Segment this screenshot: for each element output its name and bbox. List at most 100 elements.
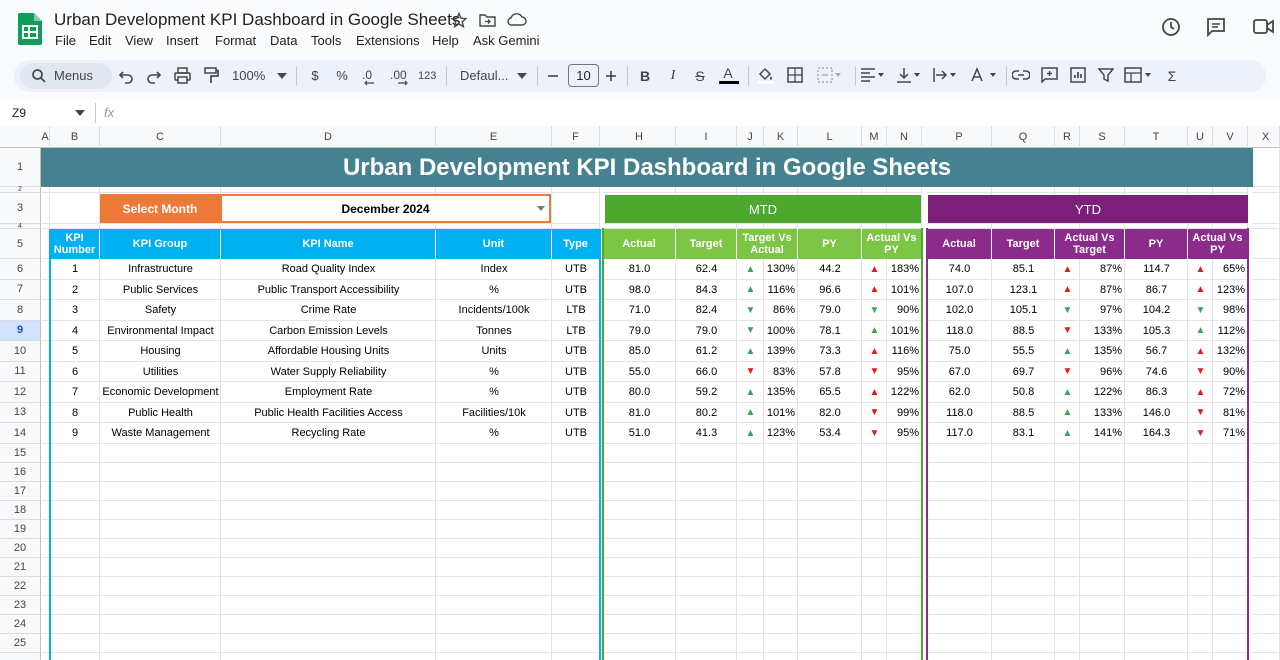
column-header[interactable]: R	[1055, 126, 1080, 148]
bold-button[interactable]: B	[639, 68, 651, 84]
row-header[interactable]: 16	[0, 462, 41, 482]
row-header[interactable]: 18	[0, 500, 41, 520]
filter-button[interactable]	[1098, 67, 1114, 83]
column-header[interactable]: X	[1252, 126, 1280, 148]
row-header[interactable]: 14	[0, 423, 41, 444]
row-header[interactable]: 4	[0, 223, 41, 230]
row-header[interactable]: 3	[0, 193, 41, 224]
text-color-button[interactable]: A	[723, 65, 733, 81]
column-header[interactable]: D	[221, 126, 436, 148]
column-header[interactable]: V	[1213, 126, 1248, 148]
menu-item[interactable]: Insert	[166, 33, 199, 48]
row-header[interactable]: 24	[0, 614, 41, 634]
column-header[interactable]: Q	[992, 126, 1055, 148]
italic-button[interactable]: I	[670, 68, 676, 83]
font-size-decrease[interactable]	[547, 70, 559, 82]
column-header[interactable]: K	[764, 126, 798, 148]
strikethrough-button[interactable]: S	[695, 68, 705, 84]
font-select[interactable]: Defaul...	[460, 68, 509, 83]
currency-button[interactable]: $	[311, 68, 319, 83]
row-header[interactable]: 8	[0, 300, 41, 321]
star-button[interactable]	[451, 12, 467, 28]
menu-item[interactable]: Tools	[311, 33, 342, 48]
column-header[interactable]: E	[436, 126, 552, 148]
undo-button[interactable]	[118, 68, 134, 84]
row-header[interactable]: 12	[0, 382, 41, 403]
align-button[interactable]	[860, 67, 886, 83]
menu-item[interactable]: File	[55, 33, 76, 48]
functions-button[interactable]: Σ	[1167, 68, 1177, 84]
menu-item[interactable]: Ask Gemini	[473, 33, 540, 48]
zoom-select[interactable]: 100%	[232, 68, 266, 83]
wrap-button[interactable]	[932, 67, 958, 83]
month-select[interactable]: December 2024	[220, 194, 551, 223]
doc-title[interactable]: Urban Development KPI Dashboard in Googl…	[54, 10, 461, 29]
mtd-py: 57.8	[819, 365, 841, 378]
font-size-increase[interactable]	[605, 70, 617, 82]
row-header[interactable]: 21	[0, 557, 41, 577]
search-text[interactable]: Menus	[54, 68, 94, 83]
column-header[interactable]: N	[887, 126, 922, 148]
name-box[interactable]: Z9	[12, 106, 27, 120]
row-header[interactable]: 2	[0, 186, 41, 193]
column-header[interactable]: L	[798, 126, 862, 148]
print-button[interactable]	[174, 67, 191, 84]
column-header[interactable]: U	[1188, 126, 1213, 148]
increase-decimal-button[interactable]: .00	[390, 68, 407, 82]
row-header[interactable]: 23	[0, 595, 41, 615]
column-header[interactable]: M	[862, 126, 887, 148]
menu-item[interactable]: Format	[215, 33, 257, 48]
decrease-decimal-button[interactable]: .0	[362, 68, 373, 82]
filter-views-button[interactable]	[1124, 67, 1154, 83]
column-header[interactable]: I	[676, 126, 737, 148]
row-header[interactable]: 13	[0, 402, 41, 423]
row-header[interactable]: 20	[0, 538, 41, 558]
row-header[interactable]: 15	[0, 443, 41, 463]
menu-item[interactable]: Extensions	[356, 33, 420, 48]
row-header[interactable]: 25	[0, 633, 41, 653]
row-header[interactable]: 11	[0, 361, 41, 382]
row-header[interactable]: 22	[0, 576, 41, 596]
history-button[interactable]	[1160, 16, 1182, 38]
valign-button[interactable]	[896, 67, 922, 83]
paint-format-button[interactable]	[203, 67, 219, 84]
ytd-actual-vs-py-value: 65%	[1222, 263, 1245, 276]
row-header[interactable]: 7	[0, 279, 41, 300]
menu-item[interactable]: Help	[432, 33, 459, 48]
row-header[interactable]: 9	[0, 320, 41, 341]
meet-button[interactable]	[1252, 17, 1276, 37]
menu-item[interactable]: Edit	[89, 33, 112, 48]
menu-item[interactable]: View	[125, 33, 153, 48]
link-button[interactable]	[1012, 68, 1030, 82]
row-header[interactable]: 1	[0, 148, 41, 187]
chart-button[interactable]	[1070, 67, 1086, 83]
redo-button[interactable]	[146, 68, 162, 84]
row-header[interactable]: 10	[0, 341, 41, 362]
menu-item[interactable]: Data	[270, 33, 298, 48]
column-header[interactable]: J	[737, 126, 764, 148]
column-header[interactable]: H	[603, 126, 676, 148]
comments-button[interactable]	[1205, 16, 1227, 38]
fill-color-button[interactable]	[757, 66, 775, 84]
move-button[interactable]	[479, 12, 496, 28]
rotate-button[interactable]	[970, 67, 998, 83]
column-header[interactable]: S	[1080, 126, 1125, 148]
column-header[interactable]: A	[41, 126, 50, 148]
row-header[interactable]: 17	[0, 481, 41, 501]
number-format-button[interactable]: 123	[418, 70, 437, 82]
comment-button[interactable]	[1041, 67, 1058, 83]
row-header[interactable]: 5	[0, 229, 41, 259]
column-header[interactable]: P	[927, 126, 992, 148]
row-header[interactable]: 6	[0, 259, 41, 280]
percent-button[interactable]: %	[336, 68, 348, 83]
font-size-box[interactable]: 10	[568, 64, 599, 87]
cloud-status[interactable]	[507, 12, 527, 28]
column-header[interactable]: B	[50, 126, 100, 148]
borders-button[interactable]	[787, 67, 803, 83]
column-header[interactable]: F	[552, 126, 600, 148]
column-header[interactable]: T	[1125, 126, 1188, 148]
row-header[interactable]: 19	[0, 519, 41, 539]
merge-button[interactable]	[817, 67, 841, 83]
month-dropdown[interactable]	[537, 206, 545, 211]
column-header[interactable]: C	[100, 126, 221, 148]
